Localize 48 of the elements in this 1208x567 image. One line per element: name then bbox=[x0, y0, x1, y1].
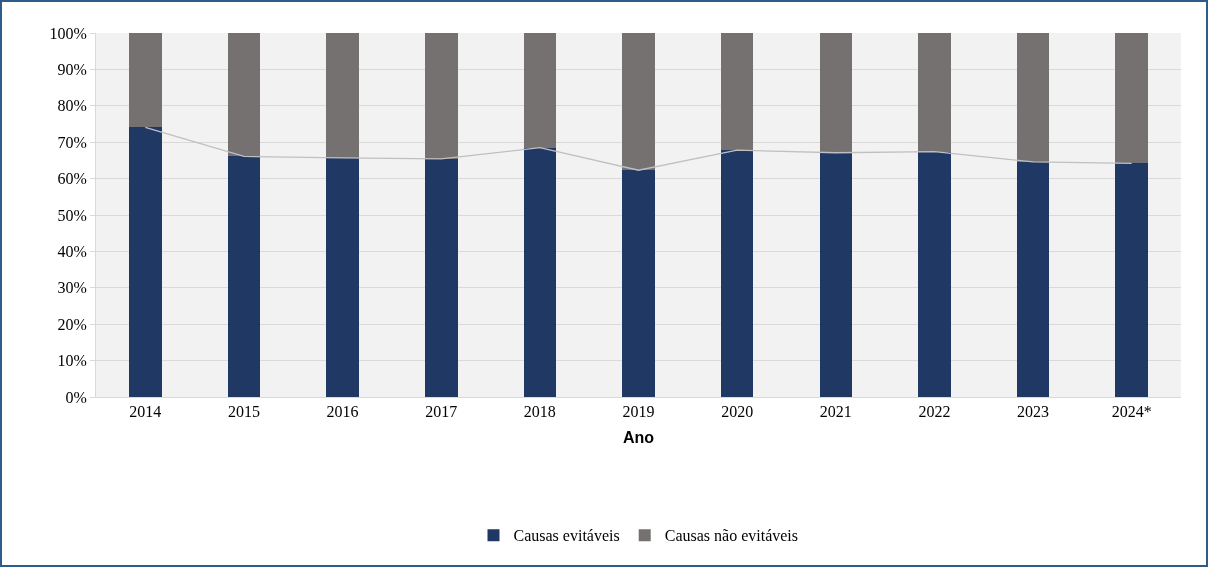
x-tick-label: 2017 bbox=[425, 403, 458, 421]
bar bbox=[720, 33, 754, 151]
x-tick-label: 2016 bbox=[326, 403, 359, 421]
x-axis-title: Ano bbox=[622, 428, 655, 446]
bar bbox=[1016, 161, 1050, 397]
bar bbox=[523, 33, 557, 148]
bar bbox=[326, 33, 359, 158]
x-tick-label: 2021 bbox=[819, 403, 852, 421]
y-tick-label: 40% bbox=[57, 243, 87, 260]
x-tick-label: 2019 bbox=[622, 403, 655, 421]
bar bbox=[523, 147, 557, 397]
bar bbox=[1115, 33, 1148, 164]
line-series bbox=[144, 126, 1133, 171]
bar bbox=[1115, 163, 1148, 397]
y-tick-label: 30% bbox=[57, 279, 87, 297]
y-tick-label: 20% bbox=[57, 315, 87, 333]
bar bbox=[424, 33, 458, 159]
bar bbox=[918, 151, 951, 397]
bar bbox=[1016, 33, 1050, 162]
x-tick-label: 2023 bbox=[1017, 403, 1050, 421]
x-tick-label: 2014 bbox=[129, 403, 162, 421]
bar bbox=[424, 158, 458, 397]
bar bbox=[622, 33, 655, 171]
y-tick-label: 90% bbox=[57, 61, 87, 78]
x-tick-label: 2020 bbox=[721, 403, 754, 421]
bar bbox=[720, 150, 754, 397]
y-tick-label: 10% bbox=[57, 352, 87, 370]
x-tick-label: 2018 bbox=[523, 403, 556, 421]
bar bbox=[227, 156, 261, 397]
bar bbox=[819, 33, 853, 153]
y-tick-label: 70% bbox=[57, 133, 87, 151]
bar bbox=[227, 33, 261, 157]
y-tick-label: 80% bbox=[57, 97, 87, 115]
bar bbox=[918, 33, 951, 152]
bar bbox=[326, 157, 359, 397]
x-tick-label: 2022 bbox=[918, 403, 951, 421]
legend-label: Causas não evitáveis bbox=[664, 527, 798, 545]
legend-label: Causas evitáveis bbox=[513, 527, 620, 545]
y-tick-label: 0% bbox=[65, 388, 87, 406]
x-tick-label: 2024* bbox=[1111, 403, 1152, 421]
x-tick-label: 2015 bbox=[227, 403, 260, 421]
y-tick-label: 50% bbox=[57, 206, 87, 224]
bar bbox=[622, 170, 655, 397]
y-tick-label: 60% bbox=[57, 170, 87, 188]
bar bbox=[129, 33, 162, 128]
y-tick-label: 100% bbox=[49, 24, 87, 42]
bar bbox=[129, 127, 162, 397]
bar bbox=[819, 152, 853, 397]
